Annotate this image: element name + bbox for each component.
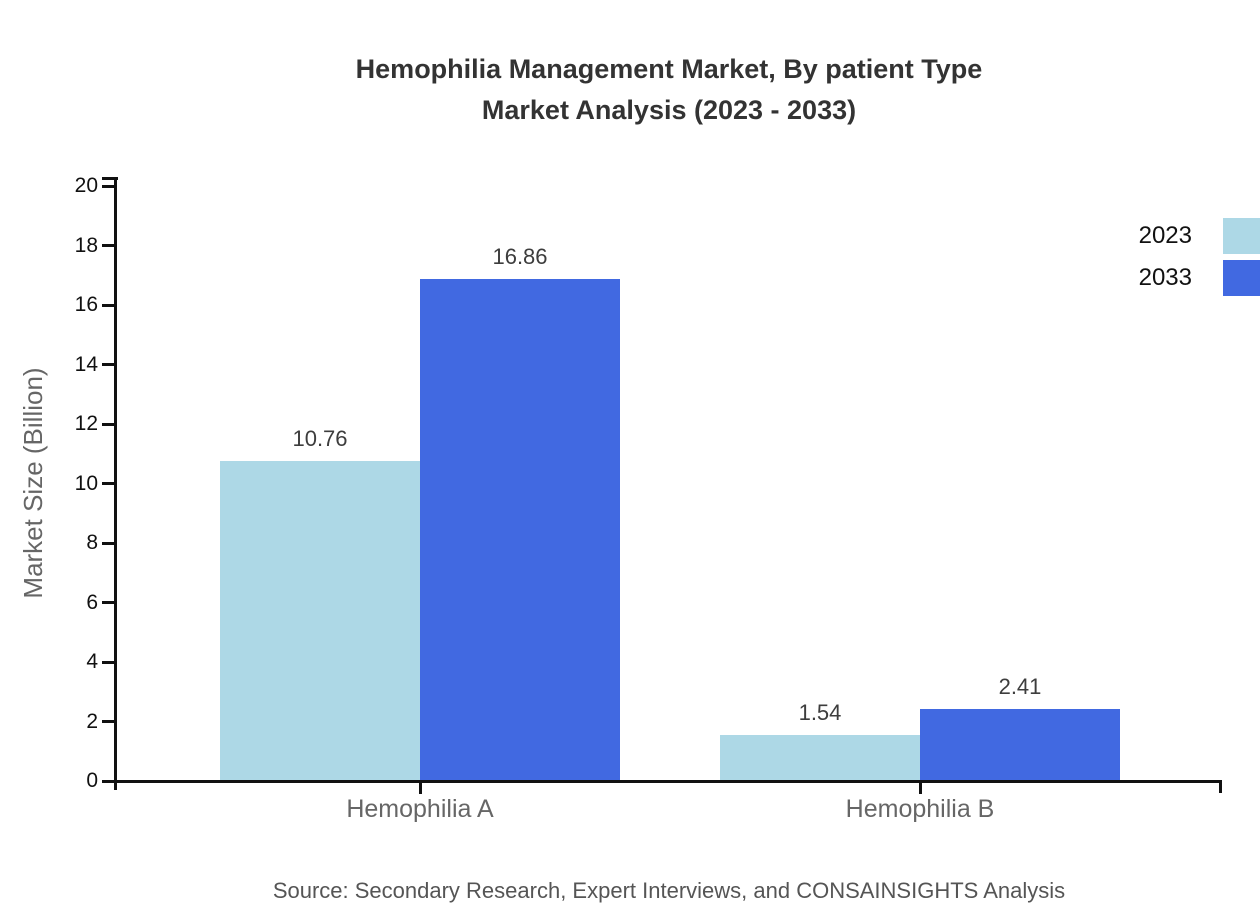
bar-value-label: 10.76: [292, 425, 348, 451]
bar-2033-1: [920, 709, 1120, 780]
y-tick-label: 20: [74, 174, 98, 197]
chart-title-line1: Hemophilia Management Market, By patient…: [355, 54, 983, 84]
y-tick: [102, 779, 116, 783]
y-tick: [102, 482, 116, 485]
x-tick: [418, 783, 422, 794]
x-category-label: Hemophilia A: [346, 795, 494, 823]
legend: 2023 2033: [1139, 218, 1260, 302]
chart-title: Hemophilia Management Market, By patient…: [116, 49, 1222, 131]
y-tick-label: 12: [74, 412, 98, 435]
bar-value-label: 1.54: [798, 700, 842, 726]
y-tick-label: 10: [74, 471, 98, 495]
bar-value-label: 2.41: [998, 674, 1042, 700]
x-axis-right-cap: [1219, 780, 1222, 793]
y-tick-label: 16: [74, 293, 98, 316]
y-tick: [102, 422, 116, 426]
y-tick: [102, 720, 116, 723]
legend-swatch: [1223, 260, 1260, 296]
legend-swatch: [1223, 218, 1260, 254]
y-tick-label: 4: [86, 650, 98, 673]
y-tick-label: 0: [86, 769, 98, 792]
source-note: Source: Secondary Research, Expert Inter…: [272, 878, 1066, 903]
y-tick-label: 14: [74, 352, 98, 376]
legend-label: 2033: [1138, 264, 1192, 291]
bar-value-label: 16.86: [492, 244, 548, 270]
y-tick: [102, 363, 116, 366]
x-tick: [918, 783, 922, 794]
y-axis-top-cap: [102, 177, 118, 180]
bar-2023-1: [720, 735, 920, 780]
bar-2023-0: [220, 460, 420, 780]
y-tick: [102, 601, 116, 604]
y-tick-label: 2: [86, 709, 98, 733]
y-tick-label: 8: [86, 531, 98, 554]
y-tick: [102, 303, 116, 307]
y-tick: [102, 244, 116, 247]
y-tick-label: 18: [74, 233, 98, 257]
x-category-label: Hemophilia B: [845, 795, 995, 823]
y-tick: [102, 660, 116, 664]
bar-2033-0: [420, 279, 620, 780]
y-tick-label: 6: [86, 590, 98, 614]
legend-row-2033: 2033: [1139, 260, 1260, 296]
legend-label: 2023: [1138, 222, 1192, 249]
x-axis-line: [103, 780, 1222, 783]
legend-row-2023: 2023: [1139, 218, 1260, 254]
chart-title-line2: Market Analysis (2023 - 2033): [481, 95, 857, 125]
y-tick: [102, 184, 116, 188]
y-tick: [102, 541, 116, 545]
